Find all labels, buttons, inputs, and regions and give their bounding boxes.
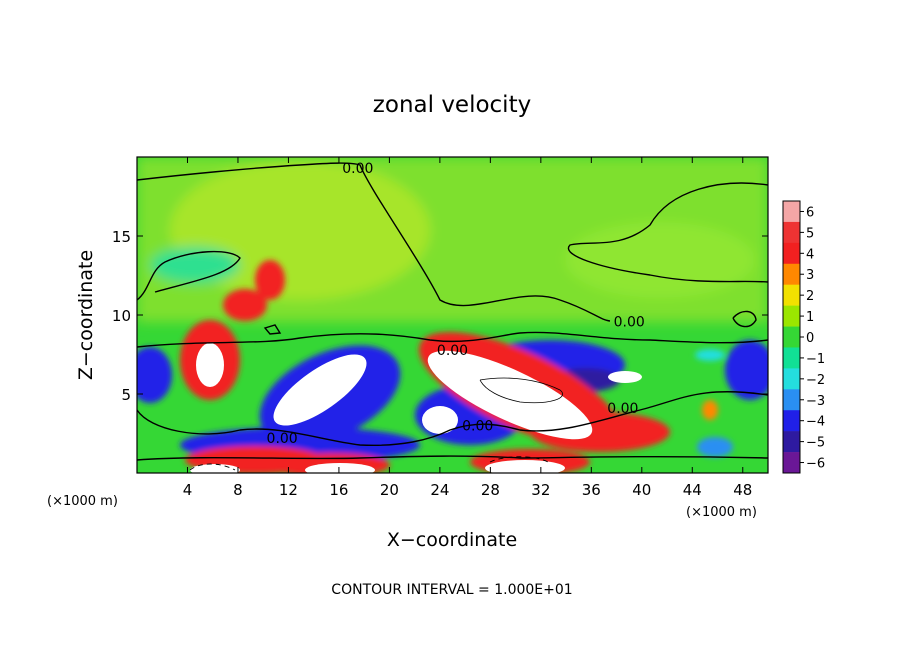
- colorbar-tick-label: 5: [806, 226, 814, 241]
- x-tick-label: 16: [329, 481, 348, 499]
- colorbar-tick-label: 0: [806, 331, 814, 346]
- colorbar-tick-label: 2: [806, 289, 814, 304]
- colorbar: 6 5 4 3 2 1 0 −1 −2 −3 −4 −5 −6: [782, 200, 825, 474]
- contour-label: 0.00: [342, 161, 373, 177]
- colorbar-tick-label: 1: [806, 310, 814, 325]
- y-tick-label: 15: [112, 228, 131, 246]
- colorbar-swatch: [783, 221, 800, 244]
- colorbar-swatch: [783, 326, 800, 348]
- colorbar-swatch: [783, 305, 800, 327]
- y-axis: 5 10 15: [112, 228, 768, 404]
- x-tick-label: 32: [531, 481, 550, 499]
- colorbar-swatch: [783, 431, 800, 453]
- contour-label: 0.00: [607, 401, 638, 417]
- colorbar-swatch: [783, 201, 800, 223]
- contour-interval-note: CONTOUR INTERVAL = 1.000E+01: [331, 582, 572, 598]
- contour-label: 0.00: [437, 343, 468, 359]
- colorbar-swatch: [783, 368, 800, 390]
- velocity-field: [137, 157, 768, 473]
- colorbar-swatch: [783, 347, 800, 369]
- x-tick-label: 20: [380, 481, 399, 499]
- colorbar-swatch: [783, 284, 800, 306]
- colorbar-swatch: [783, 242, 800, 265]
- colorbar-swatch: [783, 263, 800, 285]
- colorbar-tick-label: 4: [806, 247, 814, 262]
- x-tick-label: 12: [279, 481, 298, 499]
- contour-label: 0.00: [462, 419, 493, 435]
- contour-label: 0.00: [267, 431, 298, 447]
- x-tick-label: 24: [430, 481, 449, 499]
- colorbar-swatch: [783, 389, 800, 411]
- colorbar-swatch: [783, 452, 800, 474]
- x-tick-label: 40: [632, 481, 651, 499]
- colorbar-tick-label: −6: [806, 457, 825, 472]
- x-tick-label: 8: [233, 481, 243, 499]
- x-tick-label: 28: [481, 481, 500, 499]
- x-axis: 4 8 12 16 20 24 28 32 36 40 44 48: [183, 157, 752, 499]
- chart-title: zonal velocity: [373, 92, 531, 118]
- y-axis-label: Z−coordinate: [75, 250, 97, 380]
- y-tick-label: 10: [112, 307, 131, 325]
- colorbar-tick-label: −4: [806, 415, 825, 430]
- colorbar-tick-label: 3: [806, 268, 814, 283]
- contour-labels: 0.00 0.00 0.00 0.00 0.00 0.00: [267, 161, 645, 447]
- x-tick-label: 44: [683, 481, 702, 499]
- x-tick-label: 36: [582, 481, 601, 499]
- colorbar-swatch: [783, 410, 800, 432]
- x-axis-label: X−coordinate: [387, 529, 517, 551]
- y-axis-unit: (×1000 m): [47, 494, 118, 509]
- colorbar-tick-label: 6: [806, 205, 814, 220]
- contour-label: 0.00: [614, 314, 645, 330]
- x-tick-label: 4: [183, 481, 193, 499]
- colorbar-tick-label: −3: [806, 394, 825, 409]
- colorbar-tick-label: −5: [806, 436, 825, 451]
- y-tick-label: 5: [121, 386, 131, 404]
- colorbar-tick-label: −2: [806, 373, 825, 388]
- colorbar-tick-label: −1: [806, 352, 825, 367]
- x-axis-unit: (×1000 m): [686, 505, 757, 520]
- x-tick-label: 48: [733, 481, 752, 499]
